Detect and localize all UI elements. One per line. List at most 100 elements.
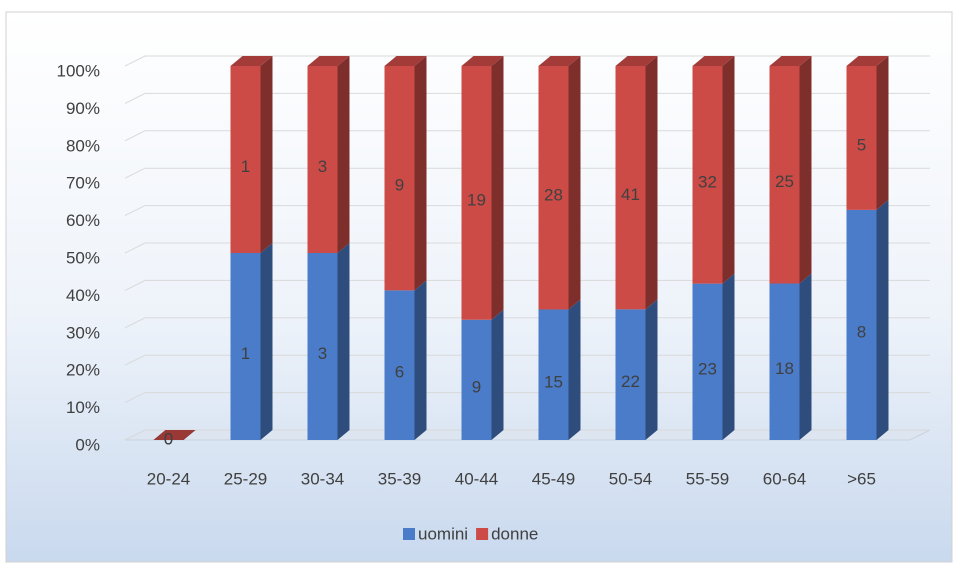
y-tick-label: 0% (75, 435, 100, 454)
data-label: 1 (241, 157, 250, 176)
bar-side (722, 56, 735, 284)
bar-side (568, 56, 581, 310)
bar (769, 273, 812, 440)
bar-front (615, 309, 646, 440)
bar-side (722, 273, 735, 440)
bar-front (461, 319, 492, 440)
bar-side (645, 299, 658, 440)
bar-side (260, 56, 273, 253)
bar-top (384, 56, 427, 66)
data-label: 5 (857, 135, 866, 154)
y-tick-label: 10% (66, 398, 100, 417)
grid-line (124, 92, 930, 104)
bar-front (538, 309, 569, 440)
bar-front (692, 66, 723, 284)
grid-line (124, 205, 930, 217)
bar-front (384, 290, 415, 440)
bar-side (414, 280, 427, 440)
bar (692, 273, 735, 440)
bar (230, 243, 273, 440)
y-tick-label: 80% (66, 136, 100, 155)
x-tick-label: 45-49 (532, 469, 575, 488)
bar (461, 56, 504, 320)
data-label: 23 (698, 359, 717, 378)
bar (384, 56, 427, 291)
x-tick-label: 30-34 (301, 469, 344, 488)
x-tick-label: 35-39 (378, 469, 421, 488)
data-label: 9 (472, 377, 481, 396)
bar-front (307, 66, 338, 253)
bar-side (645, 56, 658, 310)
bar-front (384, 66, 415, 291)
data-label: 8 (857, 322, 866, 341)
data-label: 3 (318, 344, 327, 363)
grid-line (124, 167, 930, 179)
legend-label: donne (491, 524, 538, 543)
bar (615, 299, 658, 440)
data-label: 3 (318, 157, 327, 176)
y-tick-label: 70% (66, 174, 100, 193)
bar-front (769, 66, 800, 284)
data-label: 9 (395, 176, 404, 195)
bar (538, 299, 581, 440)
x-tick-label: 20-24 (147, 469, 190, 488)
bar (307, 56, 350, 253)
bar-top (307, 56, 350, 66)
y-tick-label: 40% (66, 286, 100, 305)
bar-side (260, 243, 273, 440)
y-tick-label: 50% (66, 248, 100, 267)
legend-swatch (476, 528, 489, 540)
legend-label: uomini (418, 524, 468, 543)
bar-front (307, 253, 338, 440)
legend-swatch (403, 528, 415, 540)
data-label: 6 (395, 363, 404, 382)
bar (384, 280, 427, 440)
bar (846, 56, 889, 210)
y-tick-label: 30% (66, 323, 100, 342)
grid-line (124, 279, 930, 291)
grid-line (124, 354, 930, 366)
bar (538, 56, 581, 310)
x-tick-label: 25-29 (224, 469, 267, 488)
data-label: 0 (164, 429, 173, 448)
data-label: 19 (467, 190, 486, 209)
y-tick-label: 60% (66, 211, 100, 230)
x-tick-label: 40-44 (455, 469, 498, 488)
bar (769, 56, 812, 284)
bar (615, 56, 658, 310)
data-label: 41 (621, 185, 640, 204)
bar-flat (153, 430, 196, 440)
x-tick-label: 60-64 (763, 469, 806, 488)
bar-side (491, 309, 504, 440)
bar-top (538, 56, 581, 66)
bar-side (568, 299, 581, 440)
bar (461, 309, 504, 440)
x-tick-label: 55-59 (686, 469, 729, 488)
data-label: 15 (544, 372, 563, 391)
data-label: 32 (698, 172, 717, 191)
bar-top (846, 56, 889, 66)
bar-front (538, 66, 569, 310)
data-label: 25 (775, 172, 794, 191)
bar-top (461, 56, 504, 66)
data-label: 28 (544, 185, 563, 204)
bar (846, 199, 889, 440)
y-tick-label: 90% (66, 99, 100, 118)
bar-front (692, 283, 723, 440)
bar (230, 56, 273, 253)
bar-side (414, 56, 427, 291)
bar-side (876, 199, 889, 440)
bar-front (230, 253, 261, 440)
bar-front (846, 209, 877, 440)
bar-top (769, 56, 812, 66)
y-tick-label: 20% (66, 361, 100, 380)
bar (692, 56, 735, 284)
grid-line (124, 242, 930, 254)
data-label: 1 (241, 344, 250, 363)
bar-front (230, 66, 261, 253)
x-tick-label: >65 (847, 469, 876, 488)
bar-front (846, 66, 877, 210)
bar-top (615, 56, 658, 66)
grid-line (124, 429, 930, 441)
